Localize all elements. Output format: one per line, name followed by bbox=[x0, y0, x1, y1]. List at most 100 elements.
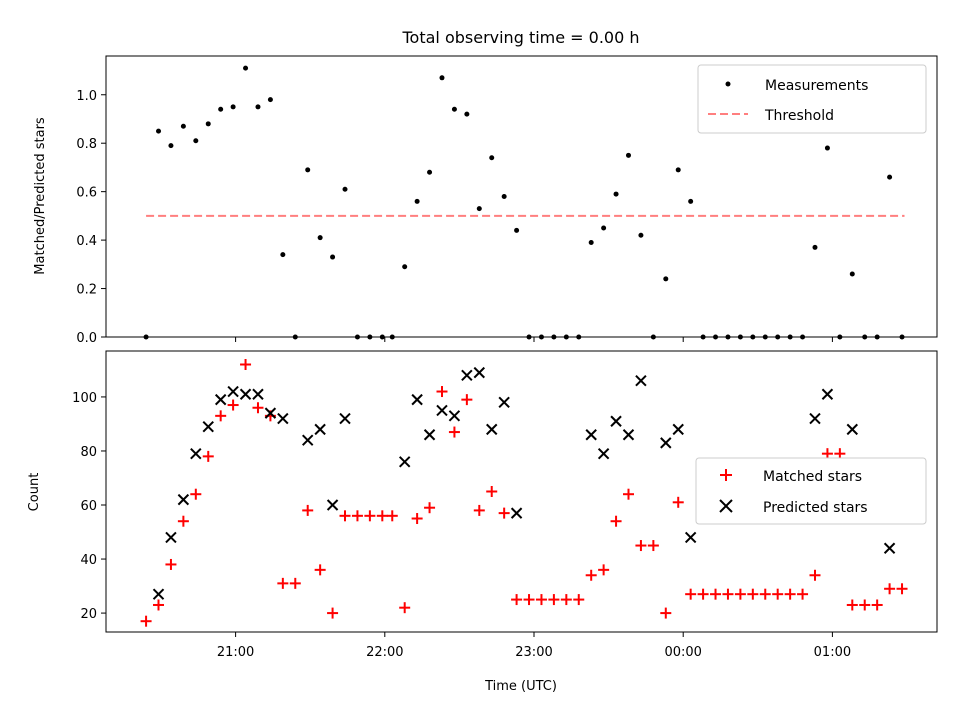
legend-predicted-label: Predicted stars bbox=[763, 500, 868, 516]
matched-star-point bbox=[364, 510, 376, 522]
measurement-point bbox=[305, 167, 311, 173]
measurement-point bbox=[514, 227, 520, 233]
matched-star-point bbox=[772, 588, 784, 600]
matched-star-point bbox=[610, 515, 622, 527]
matched-star-point bbox=[523, 594, 535, 606]
measurement-point bbox=[700, 334, 706, 340]
matched-star-point bbox=[399, 602, 411, 614]
measurement-point bbox=[800, 334, 806, 340]
measurement-point bbox=[750, 334, 756, 340]
measurement-point bbox=[675, 167, 681, 173]
matched-star-point bbox=[585, 569, 597, 581]
measurement-point bbox=[688, 198, 694, 204]
predicted-star-point bbox=[883, 542, 896, 554]
bottom-plot-area: 20 40 60 80 100 21:00 22:00 23:00 00:00 01:00 Ma… bbox=[72, 350, 938, 660]
predicted-star-point bbox=[684, 531, 697, 544]
matched-star-point bbox=[884, 583, 896, 595]
top-y-axis-label: Matched/Predicted stars bbox=[33, 117, 48, 275]
measurement-point bbox=[330, 254, 336, 260]
matched-star-point bbox=[351, 510, 363, 522]
measurement-point bbox=[824, 145, 830, 151]
predicted-star-point bbox=[227, 385, 239, 398]
measurement-point bbox=[650, 334, 656, 340]
bottom-legend-box bbox=[695, 457, 927, 525]
measurement-point bbox=[588, 240, 594, 246]
measurement-point bbox=[663, 276, 669, 282]
top-legend: Measurements Threshold bbox=[697, 64, 927, 134]
measurement-point bbox=[156, 128, 162, 134]
matched-star-point bbox=[797, 588, 809, 600]
matched-star-point bbox=[747, 588, 759, 600]
predicted-star-point bbox=[423, 429, 436, 441]
y-tick-label: 40 bbox=[80, 553, 97, 568]
measurement-point bbox=[887, 174, 893, 180]
predicted-star-point bbox=[411, 393, 423, 406]
legend-matched-marker bbox=[720, 469, 732, 481]
measurement-point bbox=[342, 186, 348, 192]
measurement-point bbox=[168, 143, 174, 149]
measurement-point bbox=[464, 111, 470, 117]
chart-title: Total observing time = 0.00 h bbox=[401, 28, 639, 47]
predicted-star-point bbox=[177, 493, 190, 506]
matched-star-point bbox=[784, 588, 796, 600]
x-tick-label: 00:00 bbox=[664, 645, 701, 660]
predicted-star-point bbox=[264, 407, 277, 419]
legend-measurements-label: Measurements bbox=[765, 78, 868, 94]
matched-star-point bbox=[177, 515, 189, 527]
matched-star-point bbox=[386, 510, 398, 522]
matched-star-point bbox=[647, 540, 659, 552]
matched-star-point bbox=[448, 426, 460, 438]
top-plot-area: 0.0 0.2 0.4 0.6 0.8 1.0 Measurements Threshol… bbox=[76, 55, 938, 346]
measurement-point bbox=[625, 152, 631, 158]
measurement-point bbox=[762, 334, 768, 340]
predicted-star-point bbox=[314, 423, 326, 436]
measurement-points bbox=[143, 65, 905, 340]
matched-star-point bbox=[573, 594, 585, 606]
predicted-star-point bbox=[461, 369, 473, 382]
matched-star-point bbox=[734, 588, 746, 600]
measurement-point bbox=[292, 334, 298, 340]
matched-star-point bbox=[759, 588, 771, 600]
predicted-star-point bbox=[635, 375, 647, 387]
predicted-star-point bbox=[165, 531, 177, 544]
top-x-ticks bbox=[235, 337, 833, 342]
legend-predicted-marker bbox=[719, 499, 733, 513]
predicted-star-point bbox=[610, 415, 622, 427]
matched-star-point bbox=[140, 615, 152, 627]
matched-star-point bbox=[461, 394, 473, 406]
measurement-point bbox=[613, 191, 619, 197]
legend-measurements-marker bbox=[725, 81, 731, 87]
bottom-x-ticks: 21:00 22:00 23:00 00:00 01:00 bbox=[217, 632, 851, 660]
predicted-star-point bbox=[277, 412, 289, 425]
predicted-star-point bbox=[846, 423, 859, 436]
matched-star-point bbox=[498, 507, 510, 519]
y-tick-label: 100 bbox=[72, 391, 97, 406]
y-tick-label: 0.8 bbox=[76, 137, 97, 152]
matched-star-point bbox=[202, 450, 214, 462]
bottom-y-ticks: 20 40 60 80 100 bbox=[72, 391, 106, 622]
predicted-star-point bbox=[252, 388, 264, 400]
top-axes-frame bbox=[105, 55, 938, 338]
measurement-point bbox=[725, 334, 731, 340]
measurement-point bbox=[180, 123, 186, 129]
measurement-point bbox=[775, 334, 781, 340]
predicted-star-point bbox=[672, 423, 684, 436]
matched-star-point bbox=[411, 513, 423, 525]
matched-star-point bbox=[424, 502, 436, 514]
measurement-point bbox=[427, 169, 433, 175]
predicted-star-point bbox=[448, 410, 461, 422]
measurement-point bbox=[538, 334, 544, 340]
predicted-star-point bbox=[398, 456, 411, 468]
y-tick-label: 0.4 bbox=[76, 234, 97, 249]
legend-threshold-label: Threshold bbox=[764, 108, 834, 124]
y-tick-label: 0.6 bbox=[76, 186, 97, 201]
predicted-star-point bbox=[239, 388, 252, 400]
matched-star-point bbox=[486, 486, 498, 497]
matched-star-point bbox=[436, 386, 448, 398]
bottom-legend: Matched stars Predicted stars bbox=[695, 457, 927, 525]
bottom-axes-frame bbox=[105, 350, 938, 633]
measurement-point bbox=[354, 334, 360, 340]
measurement-point bbox=[218, 106, 224, 112]
measurement-point bbox=[367, 334, 373, 340]
predicted-star-point bbox=[597, 447, 610, 460]
